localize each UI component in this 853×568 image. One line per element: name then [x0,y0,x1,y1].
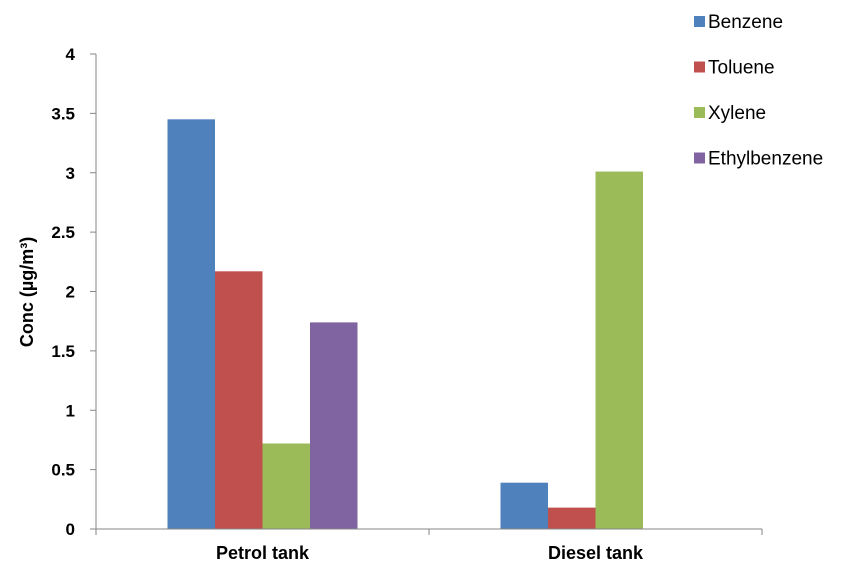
y-tick-label: 0.5 [51,461,75,480]
bar-benzene-diesel-tank [500,482,548,529]
legend-swatch-xylene [694,107,705,118]
y-tick-label: 2 [66,283,75,302]
y-tick-label: 1 [66,401,75,420]
y-tick-label: 3.5 [51,104,75,123]
y-axis: 0 0.5 1 1.5 2 2.5 3 3.5 4 [51,45,97,539]
bar-benzene-petrol-tank [167,119,215,529]
legend: Benzene Toluene Xylene Ethylbenzene [694,12,823,170]
y-axis-label: Conc (µg/m³) [17,237,37,347]
plot-area [167,119,643,529]
x-category-label: Diesel tank [548,543,644,563]
x-category-label: Petrol tank [216,543,310,563]
legend-label-toluene: Toluene [708,58,775,79]
legend-swatch-ethylbenzene [694,152,705,164]
y-tick-label: 3 [66,164,75,183]
legend-label-benzene: Benzene [708,12,783,33]
legend-label-xylene: Xylene [708,103,766,124]
y-tick-label: 1.5 [51,342,75,361]
legend-label-ethylbenzene: Ethylbenzene [708,149,823,170]
legend-swatch-benzene [694,16,705,27]
y-tick-label: 2.5 [51,223,75,242]
bar-toluene-petrol-tank [215,271,263,529]
y-tick-label: 0 [66,520,75,539]
legend-swatch-toluene [694,61,705,73]
bar-xylene-petrol-tank [262,443,310,529]
x-axis: Petrol tank Diesel tank [95,528,763,563]
y-tick-label: 4 [66,45,76,64]
bar-toluene-diesel-tank [548,507,596,529]
bar-ethylbenzene-petrol-tank [310,322,358,529]
bar-xylene-diesel-tank [595,171,643,529]
